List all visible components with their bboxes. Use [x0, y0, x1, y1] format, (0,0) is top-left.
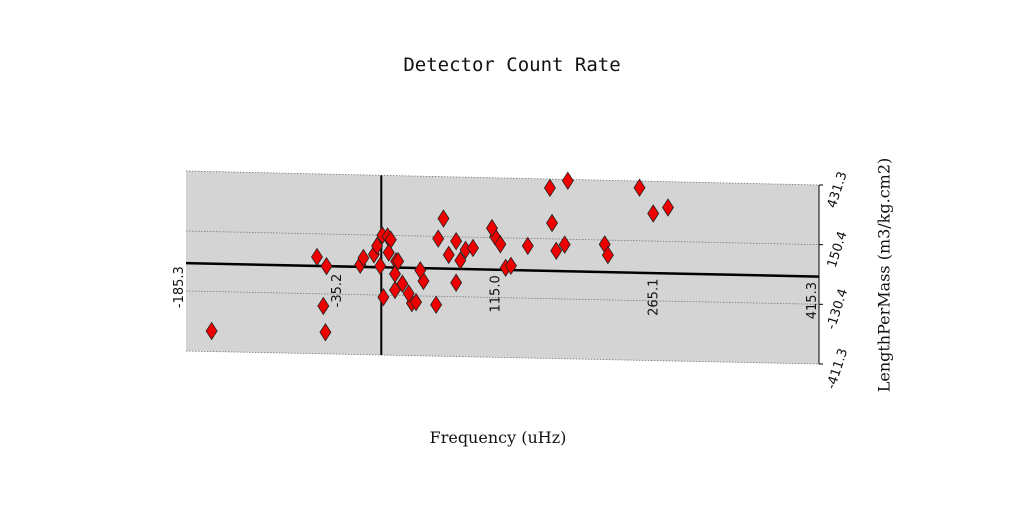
x-tick-label: 115.0	[489, 275, 504, 312]
y-tick-label: 150.4	[825, 230, 851, 270]
data-point	[521, 236, 534, 256]
data-point	[319, 323, 332, 342]
data-point	[432, 229, 445, 248]
data-point	[550, 241, 563, 261]
data-point	[392, 252, 405, 271]
data-point	[661, 198, 674, 217]
data-point	[437, 209, 450, 228]
grid-line	[185, 350, 820, 365]
data-point	[467, 238, 479, 258]
data-point	[504, 256, 517, 276]
data-point	[601, 245, 614, 265]
y-tick-label: -411.3	[824, 347, 851, 392]
x-tick-label: -35.2	[330, 274, 345, 308]
data-point	[320, 256, 333, 276]
y-tick-label: 431.3	[825, 170, 851, 210]
data-point	[494, 235, 507, 254]
data-point	[633, 178, 646, 197]
grid-line	[185, 290, 820, 305]
chart-title: Detector Count Rate	[403, 54, 621, 76]
x-tick-label: 265.1	[647, 279, 662, 316]
data-point	[357, 248, 370, 268]
data-point	[317, 296, 330, 316]
x-tick-label: -185.3	[172, 266, 187, 308]
data-point	[377, 287, 390, 307]
data-point	[485, 218, 498, 238]
y-tick-label: -130.4	[824, 287, 851, 332]
data-point	[442, 245, 455, 265]
grid-line	[185, 230, 820, 246]
data-point	[371, 236, 384, 256]
x-axis-label: Frequency (uHz)	[429, 428, 567, 447]
y-axis-label: LengthPerMass (m3/kg.cm2)	[874, 157, 894, 393]
data-point	[402, 284, 415, 303]
x-tick-label: 415.3	[805, 282, 820, 319]
data-point	[430, 295, 443, 314]
data-point	[561, 171, 574, 191]
data-point	[311, 247, 323, 267]
grid-line	[185, 170, 820, 186]
data-point	[205, 321, 218, 341]
data-point	[454, 251, 467, 270]
data-point	[410, 292, 423, 312]
data-point	[647, 204, 660, 223]
data-point	[546, 213, 559, 233]
data-point	[382, 243, 395, 262]
data-point	[450, 231, 463, 251]
data-point	[450, 273, 463, 292]
data-point	[374, 256, 387, 276]
data-point	[543, 178, 556, 198]
data-point	[414, 261, 427, 280]
data-point	[396, 274, 409, 293]
data-point	[558, 235, 571, 254]
